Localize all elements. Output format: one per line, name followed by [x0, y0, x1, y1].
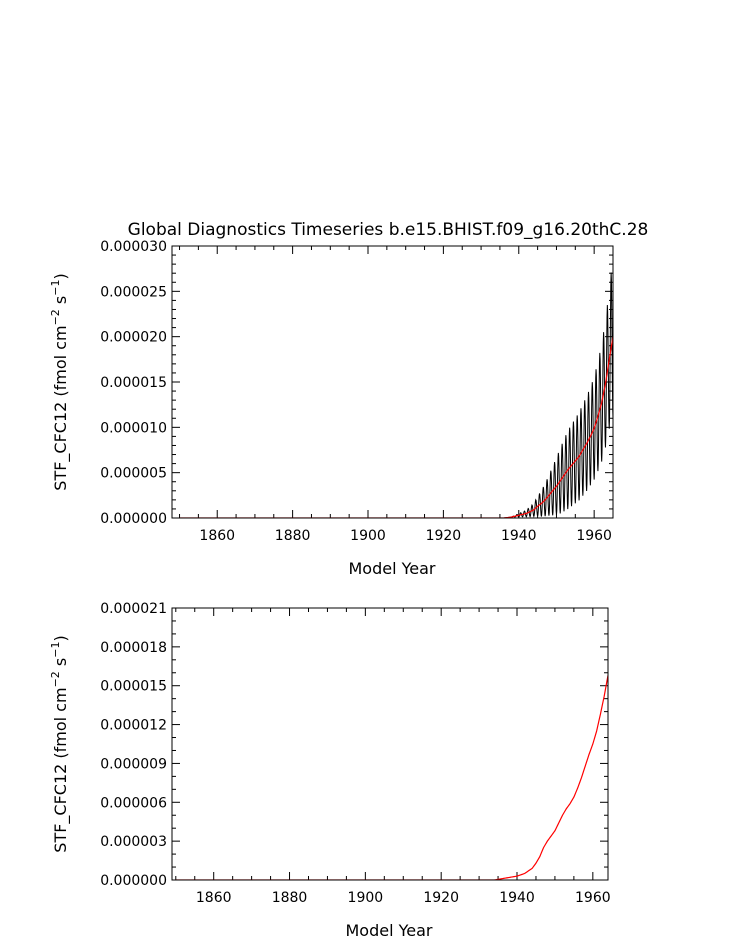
top-y-axis-label: STF_CFC12 (fmol cm−2 s−1)	[49, 273, 71, 490]
top-x-tick-label: 1960	[576, 528, 612, 544]
top-y-tick-label: 0.000000	[100, 511, 167, 527]
bottom-x-tick-label: 1860	[196, 890, 232, 906]
bottom-x-axis-label: Model Year	[346, 921, 433, 940]
bottom-x-tick-label: 1880	[272, 890, 308, 906]
top-x-tick-label: 1940	[501, 528, 537, 544]
bottom-x-tick-label: 1960	[575, 890, 611, 906]
bottom-x-tick-label: 1940	[499, 890, 535, 906]
bottom-y-tick-label: 0.000000	[100, 873, 167, 889]
bottom-series-line-annual	[175, 675, 608, 880]
top-y-tick-label: 0.000010	[100, 420, 167, 436]
bottom-y-tick-label: 0.000015	[100, 679, 167, 695]
bottom-y-tick-label: 0.000018	[100, 640, 167, 656]
top-y-tick-label: 0.000025	[100, 284, 167, 300]
top-plot-area: 1860 1880 1900 1920 1940 1960 0.000000 0.000005…	[100, 239, 614, 544]
bottom-panel: 1860 1880 1900 1920 1940 1960 0.000000 0.000003…	[49, 601, 611, 940]
bottom-x-tick-label: 1900	[348, 890, 384, 906]
bottom-plot-frame	[171, 607, 609, 881]
top-y-tick-label: 0.000020	[100, 330, 167, 346]
bottom-plot-area: 1860 1880 1900 1920 1940 1960 0.000000 0.000003…	[100, 601, 610, 906]
top-x-tick-label: 1900	[350, 528, 386, 544]
top-x-axis-label: Model Year	[349, 559, 436, 578]
top-x-tick-label: 1860	[199, 528, 235, 544]
top-panel: Global Diagnostics Timeseries b.e15.BHIS…	[49, 220, 648, 578]
top-series-line-monthly	[179, 272, 613, 518]
bottom-y-tick-label: 0.000003	[100, 834, 167, 850]
top-x-tick-label: 1920	[426, 528, 462, 544]
bottom-y-tick-label: 0.000021	[100, 601, 167, 617]
bottom-x-tick-label: 1920	[423, 890, 459, 906]
chart-title: Global Diagnostics Timeseries b.e15.BHIS…	[128, 220, 649, 240]
top-y-tick-label: 0.000015	[100, 375, 167, 391]
bottom-y-tick-label: 0.000006	[100, 795, 167, 811]
top-series-line-annual	[179, 336, 613, 518]
top-y-tick-label: 0.000030	[100, 239, 167, 255]
top-x-tick-label: 1880	[275, 528, 311, 544]
bottom-y-axis-label: STF_CFC12 (fmol cm−2 s−1)	[49, 635, 71, 852]
top-y-tick-label: 0.000005	[100, 466, 167, 482]
bottom-y-tick-label: 0.000009	[100, 756, 167, 772]
top-plot-frame	[171, 245, 614, 519]
bottom-y-tick-label: 0.000012	[100, 718, 167, 734]
